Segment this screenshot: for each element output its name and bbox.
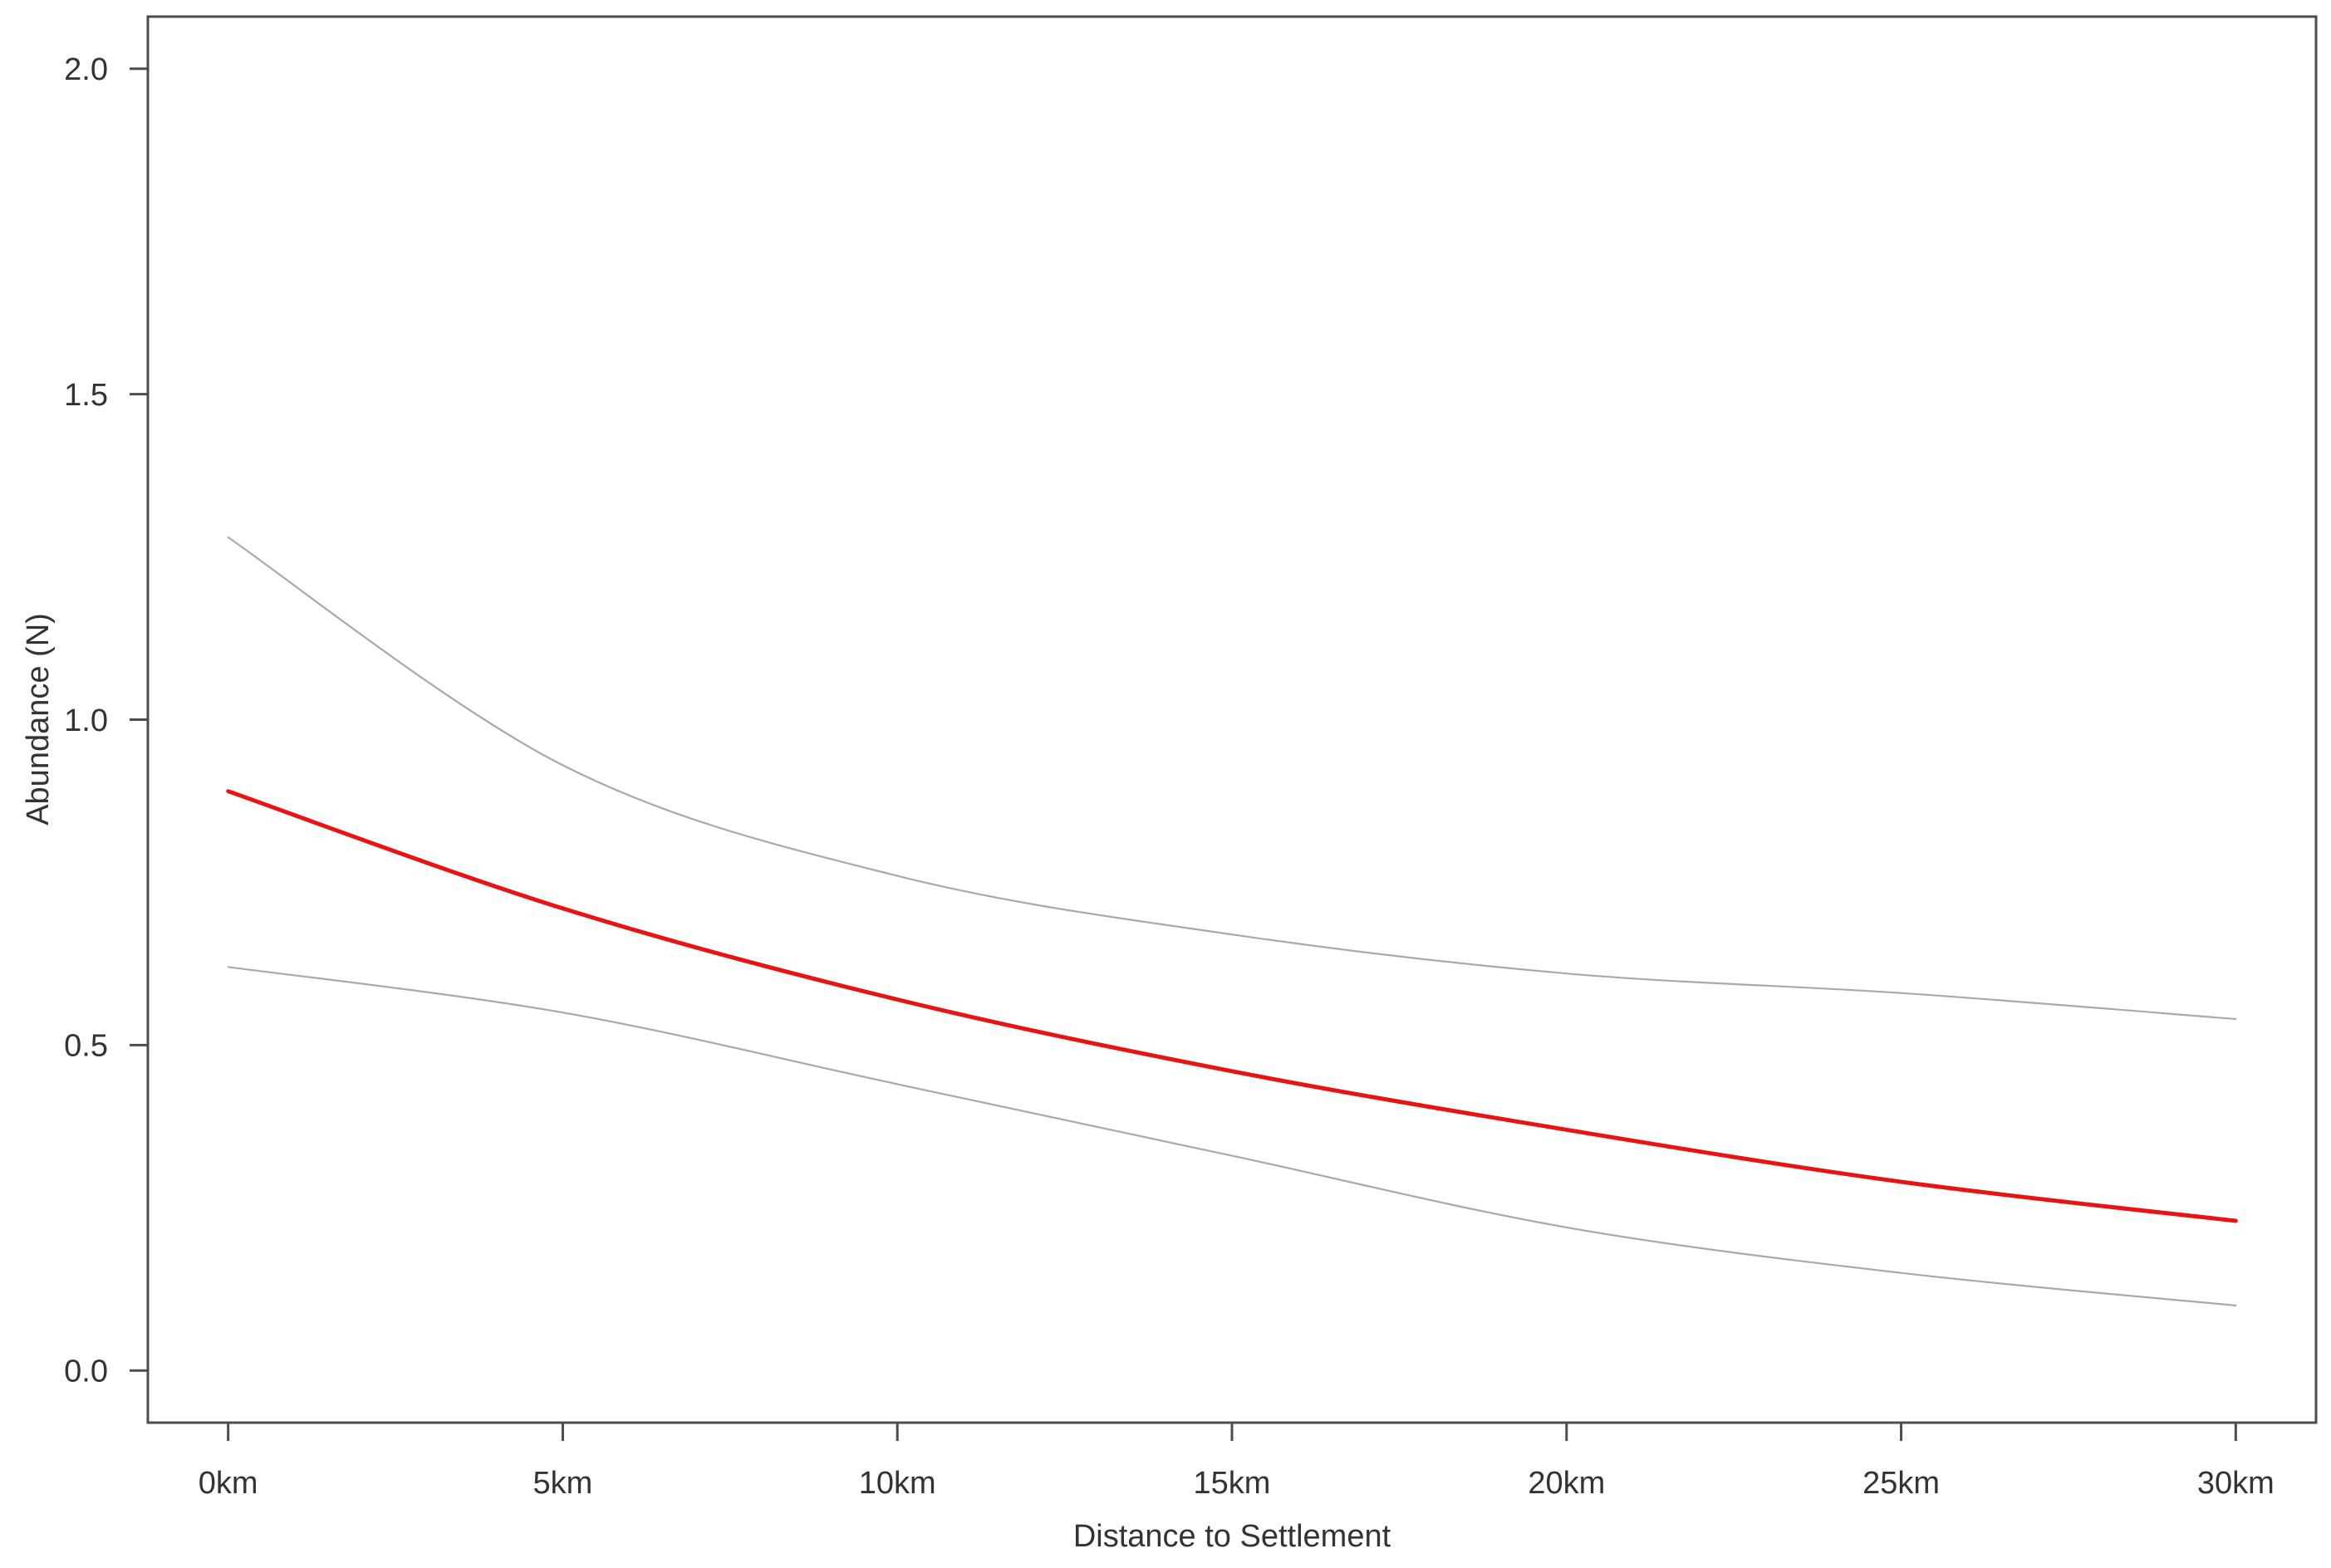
y-axis: 0.0 0.5 1.0 1.5 2.0 xyxy=(64,52,148,1389)
x-tick-label: 10km xyxy=(859,1466,936,1501)
plot-border xyxy=(146,15,2318,1424)
x-tick-label: 25km xyxy=(1862,1466,1940,1501)
x-axis: 0km 5km 10km 15km 20km 25km 30km xyxy=(199,1423,2275,1501)
predicted-abundance-line xyxy=(226,789,2238,1223)
y-tick-label: 0.0 xyxy=(64,1355,108,1389)
x-tick-label: 30km xyxy=(2197,1466,2275,1501)
x-axis-title: Distance to Settlement xyxy=(1073,1519,1391,1554)
x-tick-label: 20km xyxy=(1528,1466,1605,1501)
upper-confidence-limit-line xyxy=(227,536,2237,1021)
x-tick-label: 5km xyxy=(533,1466,593,1501)
series-lines xyxy=(226,536,2238,1306)
y-tick-label: 2.0 xyxy=(64,52,108,87)
y-tick-label: 1.5 xyxy=(64,378,108,413)
lower-confidence-limit-line xyxy=(227,966,2237,1306)
y-tick-label: 0.5 xyxy=(64,1029,108,1064)
x-tick-label: 0km xyxy=(199,1466,258,1501)
y-axis-title: Abundance (N) xyxy=(21,613,56,826)
x-tick-label: 15km xyxy=(1194,1466,1271,1501)
y-tick-label: 1.0 xyxy=(64,703,108,738)
